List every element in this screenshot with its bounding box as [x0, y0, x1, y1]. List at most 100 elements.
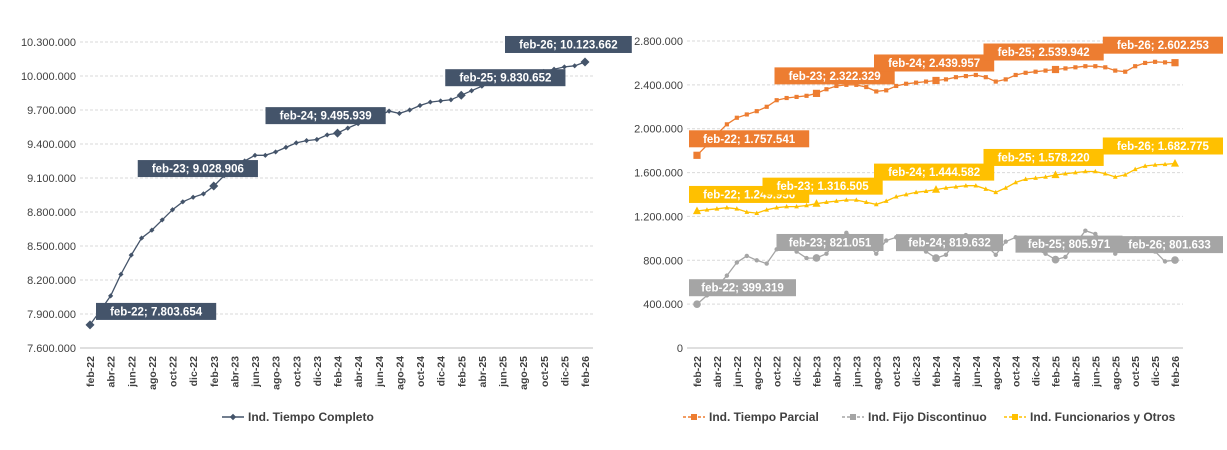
y-tick-label: 400.000	[643, 299, 683, 311]
x-tick-label: feb-23	[209, 356, 221, 387]
data-point	[1103, 65, 1108, 70]
data-point	[468, 88, 475, 94]
x-tick-label: dic-22	[792, 356, 804, 387]
data-point	[1092, 168, 1098, 174]
x-tick-label: oct-24	[1011, 356, 1023, 387]
data-point	[754, 109, 759, 114]
x-tick-label: jun-25	[498, 356, 510, 388]
data-point	[1113, 68, 1118, 73]
y-tick-label: 7.900.000	[27, 309, 76, 321]
data-point	[774, 98, 779, 103]
series-ind-tiempo-completo: feb-22; 7.803.654 feb-23; 9.028.906 feb-24…	[85, 35, 632, 330]
x-tick-label: feb-24	[333, 356, 345, 387]
data-point	[834, 198, 839, 203]
y-tick-label: 2.000.000	[634, 124, 683, 136]
data-point	[993, 79, 998, 84]
data-label-box	[983, 43, 1104, 61]
y-tick-label: 800.000	[643, 255, 683, 267]
x-tick-label: feb-26	[580, 356, 592, 387]
data-point	[108, 293, 114, 299]
x-tick-label: feb-22	[85, 356, 97, 387]
data-point	[1112, 174, 1118, 179]
x-tick-label: oct-22	[168, 356, 180, 387]
y-tick-label: 1.200.000	[634, 211, 683, 223]
data-point	[812, 89, 821, 97]
x-tick-label: abr-23	[831, 356, 843, 388]
data-label-box	[137, 160, 258, 178]
x-tick-label: ago-25	[518, 356, 530, 390]
data-point	[794, 94, 799, 99]
data-point	[943, 252, 949, 258]
data-point	[1122, 172, 1128, 177]
x-tick-label: dic-25	[559, 356, 571, 387]
data-point	[252, 152, 258, 158]
x-tick-label: abr-24	[951, 356, 963, 388]
x-tick-label: dic-25	[1150, 356, 1162, 387]
data-point	[744, 209, 750, 214]
data-point	[1013, 72, 1018, 78]
legend-label: Ind. Tiempo Completo	[248, 410, 374, 424]
y-tick-label: 2.400.000	[634, 80, 683, 92]
data-label-box	[774, 67, 895, 85]
data-point	[834, 83, 839, 89]
data-point	[456, 90, 466, 100]
x-tick-label: abr-24	[353, 356, 365, 388]
data-point	[812, 199, 821, 207]
x-tick-label: oct-22	[772, 356, 784, 387]
data-label: feb-24; 2.439.957	[888, 58, 980, 70]
legend-item: Ind. Tiempo Parcial	[683, 410, 819, 424]
series-ind-fijo-discontinuo: feb-22; 399.319 feb-23; 821.051 feb-24; 81…	[689, 228, 1223, 309]
data-point	[824, 199, 829, 204]
data-point	[1033, 69, 1038, 74]
data-label: feb-26; 1.682.775	[1117, 141, 1210, 153]
data-point	[931, 185, 941, 193]
data-label: feb-24; 1.444.582	[888, 167, 980, 179]
data-point	[1162, 161, 1168, 167]
data-point	[1083, 168, 1088, 174]
data-point	[794, 203, 799, 209]
x-tick-label: oct-23	[891, 356, 903, 387]
data-point	[812, 254, 821, 262]
data-point	[983, 75, 988, 80]
data-point	[1051, 255, 1060, 264]
data-point	[283, 144, 289, 150]
data-point	[1083, 228, 1088, 233]
data-label: feb-24; 819.632	[908, 238, 990, 250]
data-point	[1153, 59, 1158, 64]
data-point	[1013, 179, 1019, 185]
data-point	[953, 75, 958, 80]
data-label: feb-25; 805.971	[1028, 239, 1111, 251]
data-point	[874, 251, 879, 256]
y-tick-label: 1.600.000	[634, 168, 683, 180]
x-tick-label: jun-24	[374, 356, 386, 388]
data-point	[943, 77, 949, 82]
left-chart: 7.600.000 7.900.000 8.200.000 8.500.000 8.80…	[21, 35, 632, 424]
data-point	[903, 191, 909, 197]
data-point	[180, 199, 186, 205]
x-tick-label: oct-25	[539, 356, 551, 387]
data-point	[1170, 158, 1180, 167]
data-point	[561, 64, 567, 70]
data-label: feb-23; 9.028.906	[152, 164, 244, 176]
x-tick-label: ago-25	[1110, 356, 1122, 390]
legend-item: Ind. Fijo Discontinuo	[842, 410, 987, 424]
data-point	[580, 57, 590, 67]
data-point	[853, 197, 859, 202]
data-point	[923, 79, 929, 84]
data-point	[692, 206, 702, 215]
data-point	[138, 235, 145, 241]
data-point	[169, 207, 176, 213]
data-label-box	[689, 279, 796, 297]
data-point	[128, 252, 134, 258]
data-label-box	[776, 233, 884, 251]
data-point	[159, 217, 165, 223]
data-point	[784, 203, 789, 209]
data-point	[1171, 256, 1179, 264]
x-tick-label: jun-25	[1090, 356, 1102, 388]
data-point	[883, 238, 889, 243]
data-label-box	[983, 148, 1104, 166]
data-point	[993, 189, 999, 195]
data-label: feb-25; 9.830.652	[459, 73, 551, 85]
legend-swatch-marker	[850, 414, 856, 420]
data-point	[1093, 64, 1098, 69]
